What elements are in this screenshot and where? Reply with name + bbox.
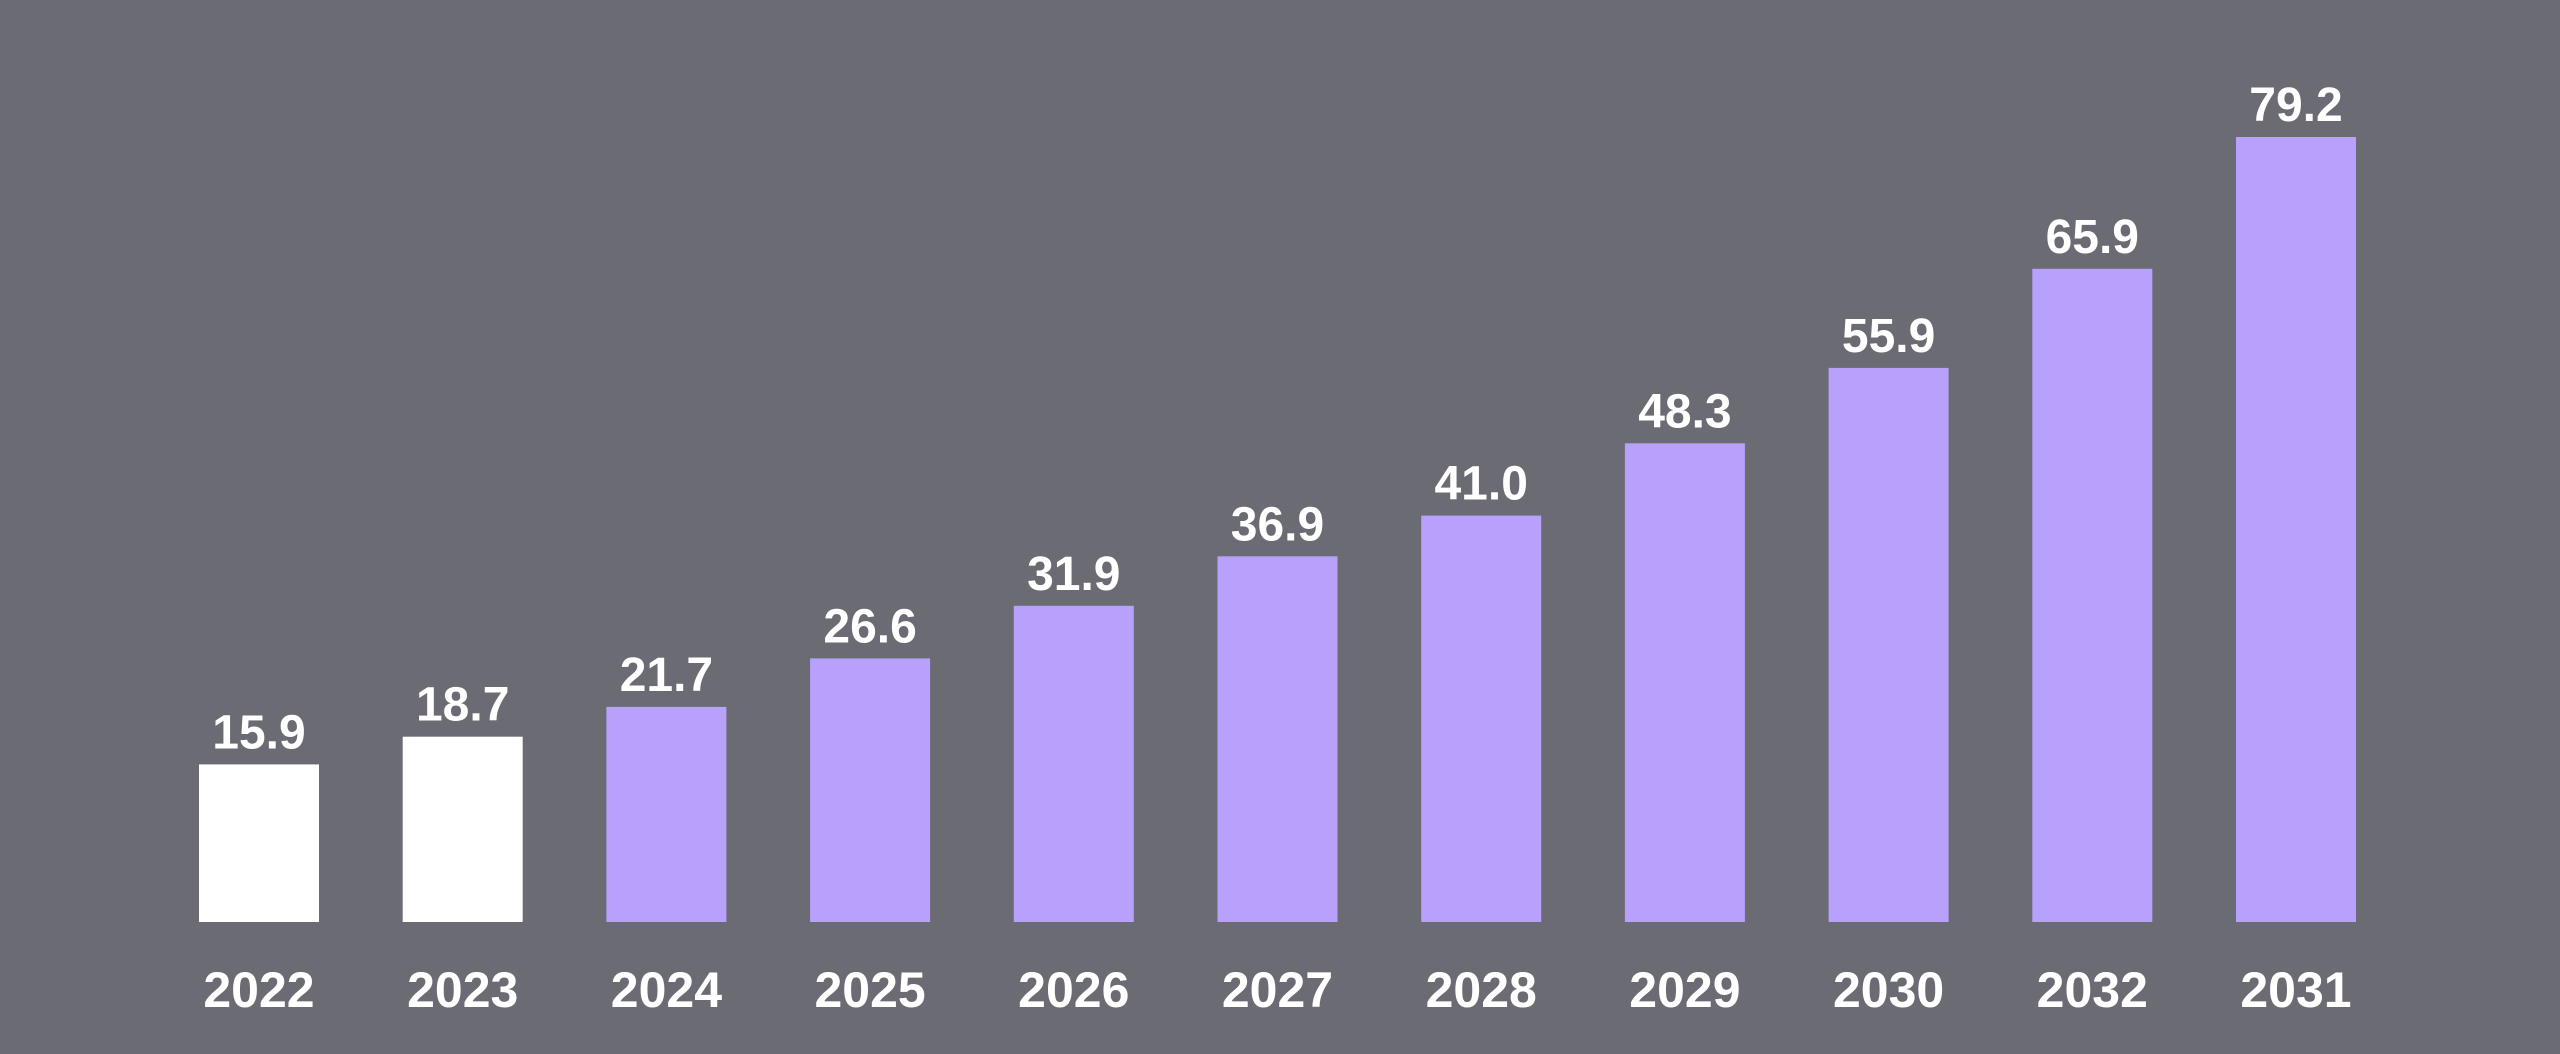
value-label-2032: 65.9 [2046,211,2139,264]
bar-2028 [1421,515,1542,922]
bar-2029 [1624,443,1745,922]
bar-2025 [810,658,931,922]
bar-2027 [1217,556,1338,922]
x-tick-label-2024: 2024 [611,962,722,1018]
value-label-2022: 15.9 [212,706,305,759]
bar-2024 [606,706,727,922]
x-tick-label-2022: 2022 [203,962,314,1018]
bar-2031 [2236,137,2356,922]
x-axis-tick-labels: 2022 2023 2024 2025 2026 2027 2028 2029 2030 2032… [203,962,2351,1018]
value-label-2030: 55.9 [1842,310,1935,363]
x-tick-label-2027: 2027 [1222,962,1333,1018]
bar-2032 [2032,268,2153,922]
value-label-2025: 26.6 [823,600,916,653]
x-tick-label-2030: 2030 [1833,962,1944,1018]
value-label-2023: 18.7 [416,679,509,732]
value-label-2024: 21.7 [620,649,713,702]
x-tick-label-2025: 2025 [814,962,925,1018]
value-label-2031: 79.2 [2249,79,2342,132]
bar-2022 [199,764,319,922]
x-tick-label-2028: 2028 [1426,962,1537,1018]
bars-layer [199,137,2356,922]
value-labels-layer: 15.9 18.7 21.7 26.6 31.9 36.9 41.0 48.3 55.9 65.9… [212,79,2342,759]
value-label-2026: 31.9 [1027,548,1120,601]
bar-2023 [402,736,523,922]
value-label-2027: 36.9 [1231,498,1324,551]
x-tick-label-2032: 2032 [2037,962,2148,1018]
x-tick-label-2023: 2023 [407,962,518,1018]
value-label-2029: 48.3 [1638,385,1731,438]
bar-2030 [1828,367,1949,922]
x-tick-label-2026: 2026 [1018,962,1129,1018]
bar-2026 [1013,605,1134,922]
x-tick-label-2031: 2031 [2240,962,2351,1018]
x-tick-label-2029: 2029 [1629,962,1740,1018]
value-label-2028: 41.0 [1434,458,1527,511]
